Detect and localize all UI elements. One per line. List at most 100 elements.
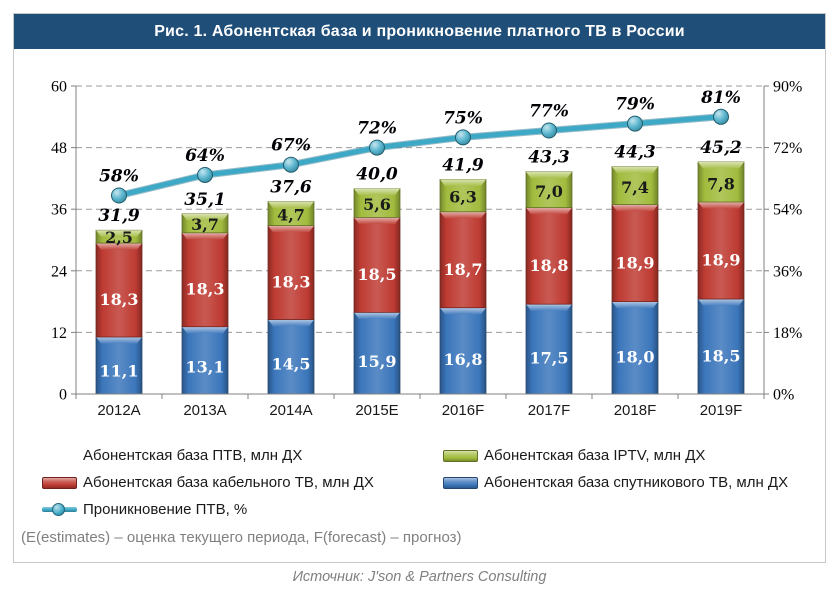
legend-swatch-satellite-icon — [443, 476, 478, 489]
penetration-label: 67% — [271, 136, 311, 156]
right-axis-tick-label: 72% — [773, 140, 802, 157]
bar-value-label: 15,9 — [358, 352, 397, 371]
total-label: 41,9 — [442, 155, 484, 175]
left-axis-tick-label: 0 — [59, 387, 67, 404]
figure-title-bar: Рис. 1. Абонентская база и проникновение… — [14, 14, 825, 49]
axes: 0 0% 12 18% 24 36% 36 54% 48 72% 60 90% 2012A 2013A 20… — [51, 79, 802, 420]
bar-value-label: 18,7 — [444, 260, 483, 279]
bar-2018F: 18,0 18,9 7,4 44,3 — [611, 143, 659, 395]
left-axis-tick-label: 60 — [51, 79, 67, 96]
line-marker — [197, 166, 213, 183]
legend-row: Абонентская база кабельного ТВ, млн ДХ Аб… — [42, 469, 817, 496]
footnote: (E(estimates) – оценка текущего периода,… — [21, 529, 462, 546]
left-axis-tick-label: 48 — [51, 140, 67, 157]
legend-label: Абонентская база кабельного ТВ, млн ДХ — [83, 474, 374, 491]
line-marker — [455, 129, 471, 146]
legend-swatch-cable-icon — [42, 476, 77, 489]
source-caption: Источник: J'son & Partners Consulting — [292, 569, 547, 585]
penetration-label: 72% — [357, 119, 397, 139]
penetration-label: 81% — [700, 88, 741, 108]
legend-line-marker-icon — [42, 502, 77, 517]
bar-value-label: 7,0 — [535, 182, 563, 201]
line-marker — [627, 115, 643, 132]
right-axis-tick-label: 18% — [773, 325, 802, 342]
legend-item-iptv: Абонентская база IPTV, млн ДХ — [443, 447, 705, 464]
legend-item-line: Проникновение ПТВ, % — [42, 501, 443, 518]
line-marker — [111, 187, 127, 204]
line-marker — [541, 122, 557, 139]
category-label: 2014A — [269, 402, 312, 419]
bar-2014A: 14,5 18,3 4,7 37,6 — [267, 178, 315, 395]
bar-value-label: 18,3 — [186, 280, 225, 299]
category-label: 2013A — [183, 402, 226, 419]
bar-value-label: 18,9 — [702, 251, 741, 270]
legend-row: Проникновение ПТВ, % — [42, 496, 817, 523]
legend-item-cable: Абонентская база кабельного ТВ, млн ДХ — [42, 474, 443, 491]
bar-value-label: 18,5 — [358, 265, 397, 284]
bar-value-label: 18,3 — [272, 272, 311, 291]
bar-value-label: 18,8 — [530, 256, 569, 275]
chart-legend: Абонентская база ПТВ, млн ДХ Абонентская … — [42, 442, 817, 523]
legend-row: Абонентская база ПТВ, млн ДХ Абонентская … — [42, 442, 817, 469]
category-label: 2016F — [442, 402, 485, 419]
paytv-stacked-bar-line-chart: 11,1 18,3 2,5 31,9 13,1 18,3 3,7 35,1 14,5 18,3 4,… — [51, 79, 802, 420]
bar-2012A: 11,1 18,3 2,5 31,9 — [95, 206, 143, 395]
bar-2015E: 15,9 18,5 5,6 40,0 — [353, 165, 401, 395]
legend-label: Абонентская база ПТВ, млн ДХ — [83, 447, 303, 464]
bar-2016F: 16,8 18,7 6,3 41,9 — [439, 155, 487, 395]
total-label: 37,6 — [270, 178, 312, 198]
category-label: 2017F — [528, 402, 571, 419]
left-axis-tick-label: 12 — [51, 325, 67, 342]
bar-value-label: 11,1 — [100, 362, 139, 381]
category-label: 2018F — [614, 402, 657, 419]
penetration-label: 64% — [185, 146, 225, 166]
bars: 11,1 18,3 2,5 31,9 13,1 18,3 3,7 35,1 14,5 18,3 4,… — [95, 138, 745, 395]
legend-swatch-iptv-icon — [443, 449, 478, 462]
penetration-label: 79% — [615, 95, 655, 115]
bar-value-label: 14,5 — [272, 355, 311, 374]
bar-2013A: 13,1 18,3 3,7 35,1 — [181, 190, 229, 395]
legend-item-total: Абонентская база ПТВ, млн ДХ — [42, 447, 443, 464]
bar-value-label: 5,6 — [363, 195, 391, 214]
bar-value-label: 18,0 — [616, 348, 655, 367]
category-label: 2012A — [97, 402, 140, 419]
total-label: 35,1 — [184, 190, 225, 210]
right-axis-tick-label: 54% — [773, 202, 802, 219]
bar-2019F: 18,5 18,9 7,8 45,2 — [697, 138, 745, 395]
legend-label: Абонентская база IPTV, млн ДХ — [484, 447, 706, 464]
bar-value-label: 17,5 — [530, 349, 569, 368]
legend-label: Абонентская база спутникового ТВ, млн ДХ — [484, 474, 789, 491]
category-label: 2019F — [700, 402, 743, 419]
total-label: 44,3 — [614, 143, 656, 163]
figure-box: Рис. 1. Абонентская база и проникновение… — [13, 13, 826, 563]
total-label: 40,0 — [356, 165, 398, 185]
line-marker — [283, 156, 299, 173]
line-marker — [713, 108, 729, 125]
left-axis-tick-label: 24 — [51, 263, 67, 280]
bar-2017F: 17,5 18,8 7,0 43,3 — [525, 148, 573, 395]
bar-value-label: 18,3 — [100, 290, 139, 309]
penetration-label: 58% — [99, 167, 139, 187]
bar-value-label: 6,3 — [449, 188, 477, 207]
right-axis-tick-label: 90% — [773, 79, 802, 96]
bar-value-label: 13,1 — [186, 358, 225, 377]
bar-value-label: 3,7 — [191, 215, 219, 234]
legend-label: Проникновение ПТВ, % — [83, 501, 248, 518]
total-label: 45,2 — [700, 138, 742, 158]
bar-value-label: 18,5 — [702, 347, 741, 366]
right-axis-tick-label: 0% — [773, 387, 794, 404]
total-label: 31,9 — [98, 206, 140, 226]
category-label: 2015E — [355, 402, 398, 419]
bar-value-label: 18,9 — [616, 253, 655, 272]
line-marker — [369, 139, 385, 156]
bar-value-label: 2,5 — [105, 228, 133, 247]
total-label: 43,3 — [528, 148, 570, 168]
figure-title: Рис. 1. Абонентская база и проникновение… — [154, 22, 685, 40]
penetration-label: 77% — [529, 101, 569, 121]
bar-value-label: 4,7 — [277, 205, 305, 224]
legend-item-satellite: Абонентская база спутникового ТВ, млн ДХ — [443, 474, 788, 491]
penetration-label: 75% — [443, 108, 483, 128]
right-axis-tick-label: 36% — [773, 263, 802, 280]
bar-value-label: 7,4 — [621, 178, 649, 197]
penetration-line: 58% 64% 67% 72% 75% 77% 79% 81% — [99, 88, 741, 204]
